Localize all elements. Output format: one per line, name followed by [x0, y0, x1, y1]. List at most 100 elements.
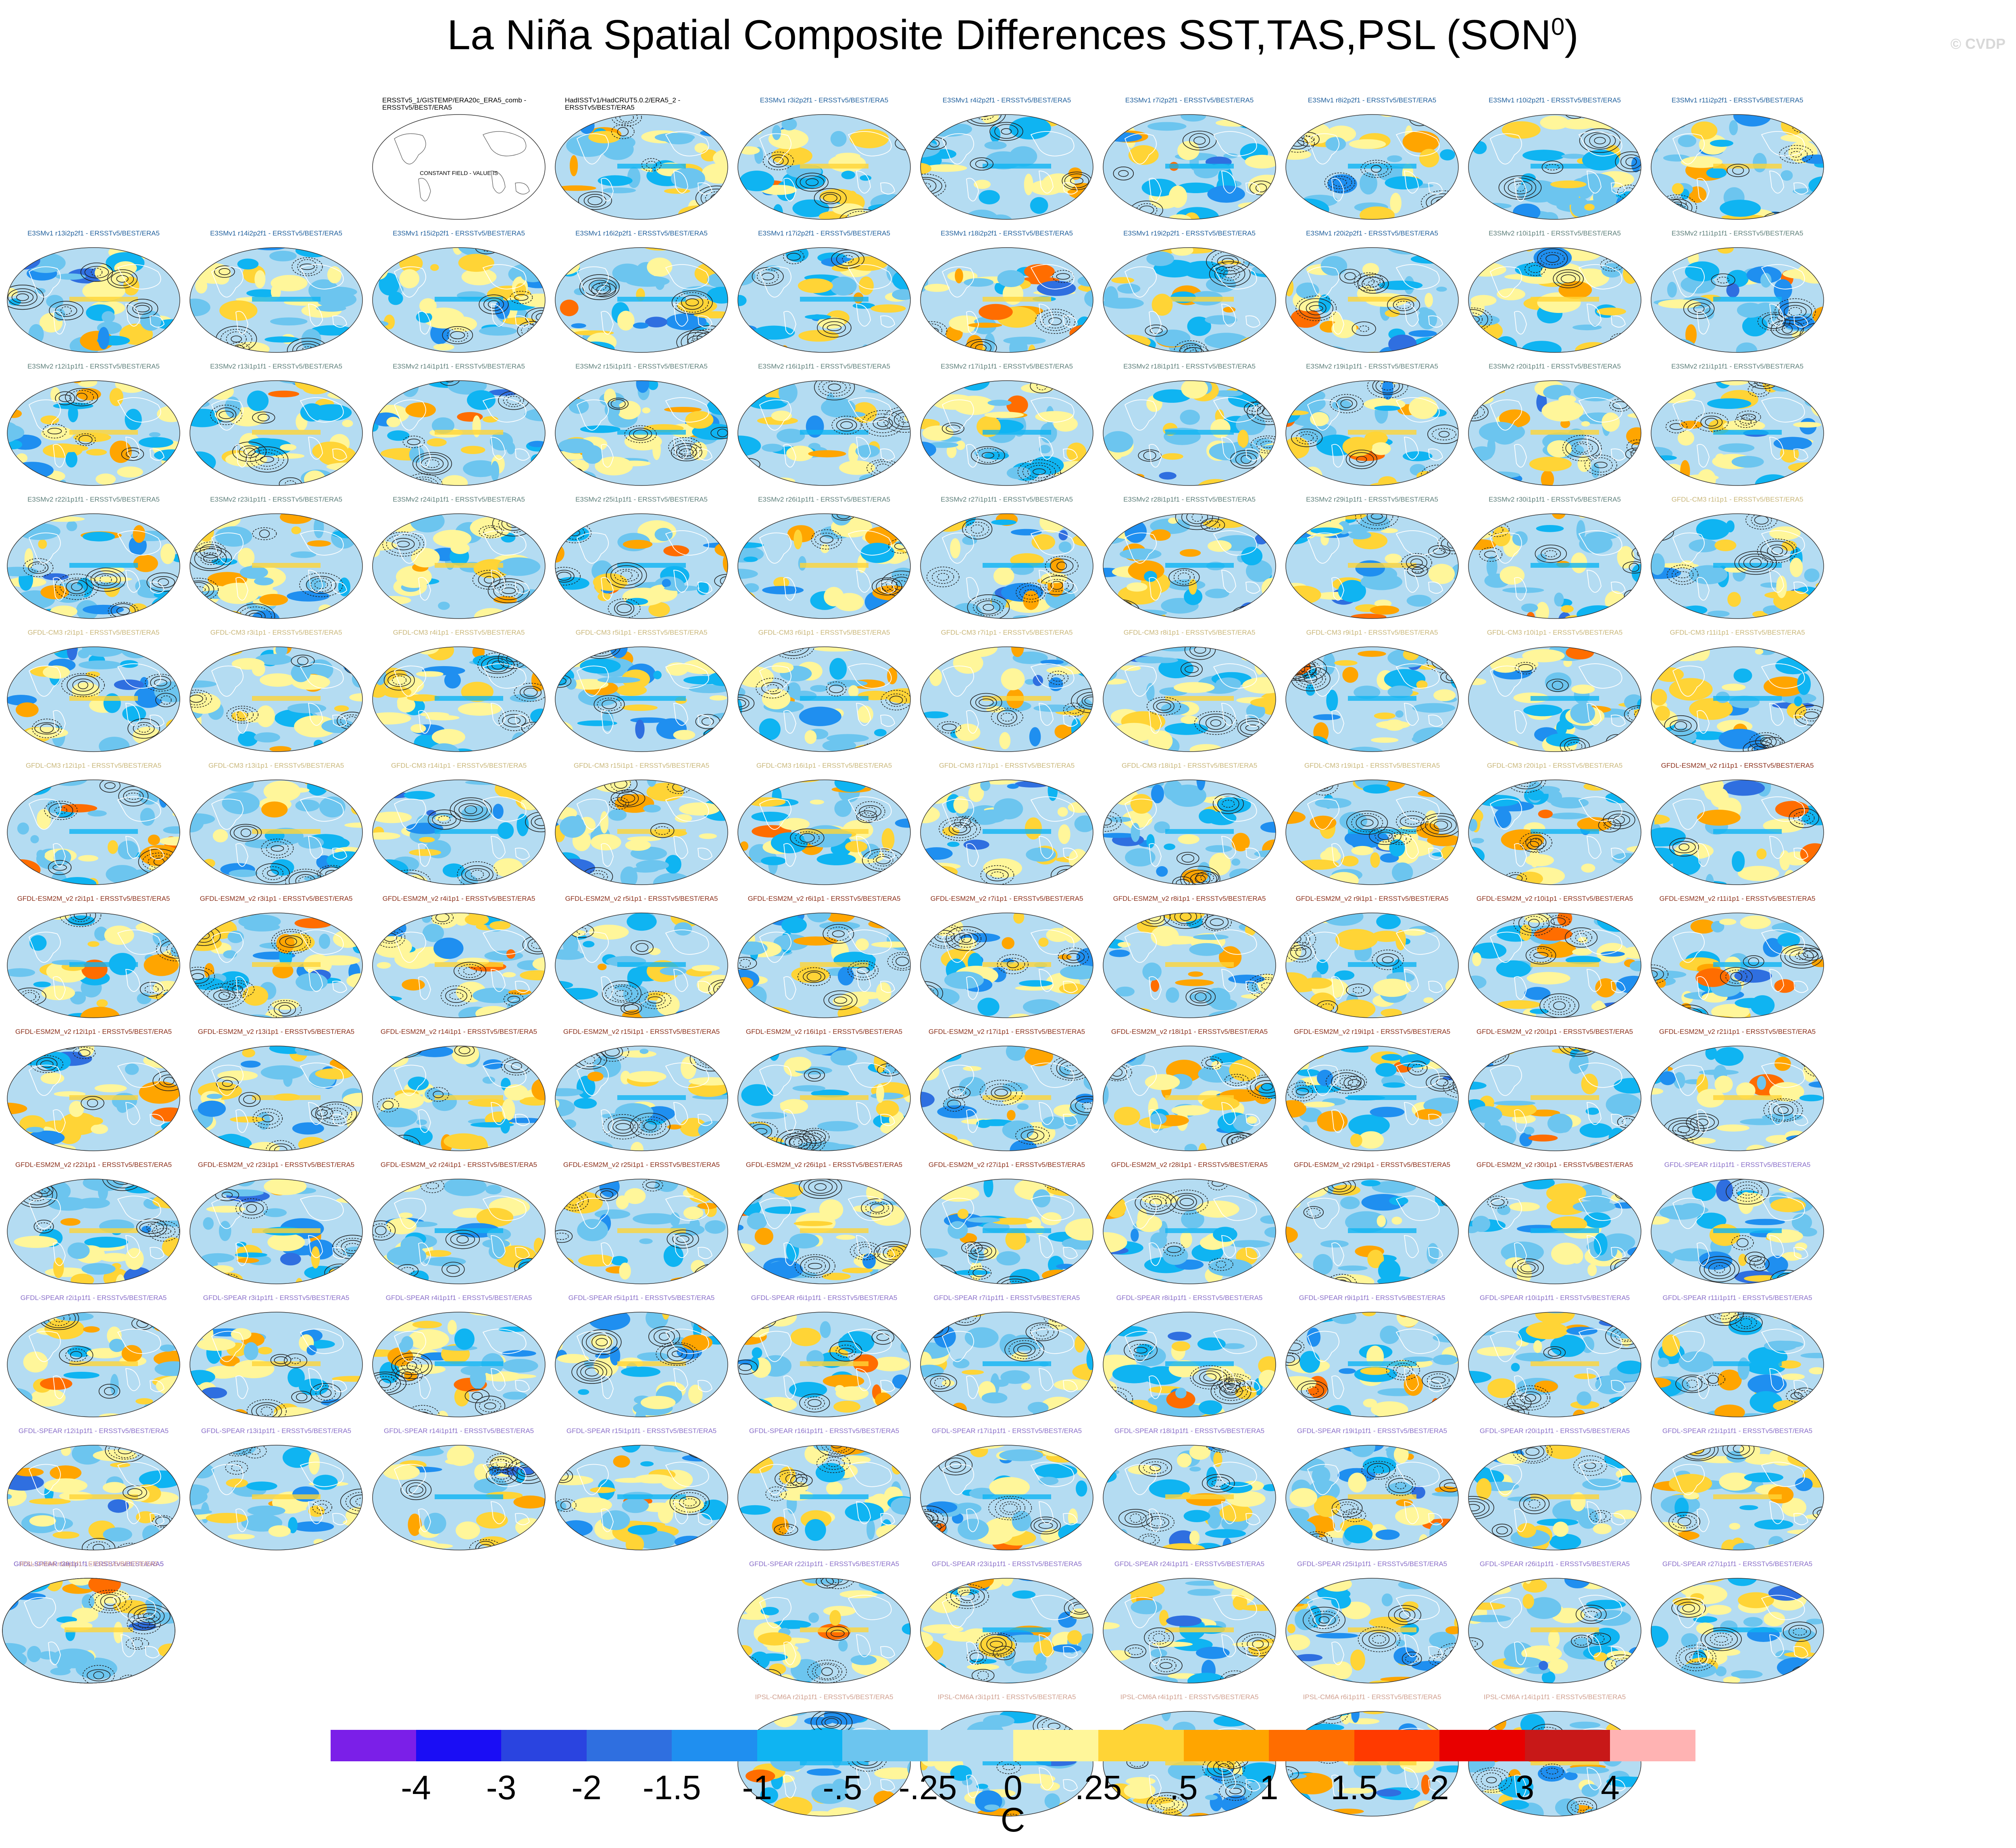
anomaly-patch	[254, 270, 266, 288]
anomaly-patch	[1262, 115, 1276, 130]
psl-contour	[883, 1065, 896, 1075]
anomaly-patch	[510, 694, 537, 702]
map-panel: GFDL-ESM2M_v2 r12i1p1 - ERSSTv5/BEST/ERA…	[5, 1028, 182, 1157]
psl-contour	[1470, 1046, 1510, 1067]
map-border	[190, 247, 363, 353]
anomaly-patch	[167, 381, 180, 399]
psl-contour	[8, 605, 31, 619]
anomaly-patch	[1015, 781, 1050, 788]
equatorial-anomaly	[617, 829, 686, 834]
psl-contour	[33, 1219, 54, 1233]
anomaly-patch	[1011, 647, 1024, 657]
anomaly-patch	[635, 719, 645, 739]
psl-contour	[190, 546, 232, 571]
psl-contour	[1760, 737, 1772, 746]
psl-contour	[1339, 269, 1361, 284]
anomaly-patch	[804, 730, 817, 744]
anomaly-patch	[1786, 514, 1812, 521]
anomaly-patch	[1108, 817, 1132, 822]
psl-contour	[697, 1266, 728, 1284]
psl-contour	[1354, 272, 1384, 292]
psl-contour	[923, 352, 933, 356]
map-border	[737, 247, 911, 353]
anomaly-patch	[1651, 1066, 1673, 1072]
psl-contour	[1255, 183, 1267, 192]
psl-contour	[648, 996, 662, 1004]
panel-title: HadISSTv1/HadCRUT5.0.2/ERA5_2 - ERSSTv5/…	[565, 97, 681, 111]
anomaly-patch	[1529, 456, 1572, 472]
anomaly-patch	[38, 539, 47, 549]
anomaly-patch	[1105, 1046, 1138, 1064]
anomaly-patch	[698, 1121, 728, 1140]
anomaly-patch	[1079, 794, 1091, 802]
psl-contour	[1533, 952, 1549, 959]
panel-title: E3SMv2 r19i1p1f1 - ERSSTv5/BEST/ERA5	[1306, 363, 1438, 370]
map-panel: GFDL-CM3 r2i1p1 - ERSSTv5/BEST/ERA5	[5, 629, 182, 758]
psl-contour	[896, 956, 909, 966]
psl-contour	[1356, 456, 1367, 463]
psl-contour	[1730, 972, 1743, 981]
psl-contour	[1261, 1083, 1273, 1091]
psl-contour	[1063, 702, 1085, 717]
equatorial-anomaly	[1348, 962, 1416, 967]
anomaly-patch	[1111, 350, 1122, 352]
anomaly-patch	[1103, 1006, 1140, 1012]
anomaly-patch	[153, 1175, 182, 1179]
global-map	[1468, 380, 1641, 486]
psl-contour	[828, 994, 853, 1007]
psl-contour	[503, 394, 524, 407]
anomaly-patch	[41, 1052, 71, 1071]
psl-contour	[676, 445, 697, 459]
anomaly-patch	[1240, 337, 1269, 351]
anomaly-patch	[956, 441, 965, 450]
anomaly-patch	[260, 1065, 304, 1080]
anomaly-patch	[1370, 1106, 1405, 1117]
panel-title: GFDL-CM3 r4i1p1 - ERSSTv5/BEST/ERA5	[393, 629, 525, 636]
anomaly-patch	[1210, 419, 1231, 438]
anomaly-patch	[139, 1081, 180, 1104]
global-map	[1285, 247, 1459, 353]
anomaly-patch	[743, 483, 755, 485]
psl-contour	[239, 1202, 264, 1215]
anomaly-patch	[1557, 913, 1572, 926]
anomaly-patch	[792, 199, 829, 217]
psl-contour	[1201, 1056, 1223, 1069]
anomaly-patch	[1671, 736, 1681, 752]
anomaly-patch	[762, 586, 804, 594]
psl-contour	[375, 1225, 387, 1235]
global-map	[190, 1046, 363, 1151]
anomaly-patch	[1814, 602, 1823, 618]
anomaly-patch	[327, 390, 362, 400]
anomaly-patch	[777, 429, 805, 443]
psl-contour	[345, 780, 362, 790]
anomaly-patch	[555, 858, 596, 877]
anomaly-patch	[1350, 613, 1387, 619]
psl-contour	[222, 1277, 236, 1284]
psl-contour	[510, 291, 533, 304]
map-panel: GFDL-ESM2M_v2 r16i1p1 - ERSSTv5/BEST/ERA…	[735, 1028, 913, 1157]
anomaly-patch	[1651, 1088, 1664, 1095]
psl-contour	[116, 1179, 129, 1182]
anomaly-patch	[463, 460, 498, 477]
global-map	[372, 380, 546, 486]
anomaly-patch	[560, 300, 579, 317]
psl-contour	[1436, 1078, 1449, 1087]
map-panel: E3SMv1 r7i2p2f1 - ERSSTv5/BEST/ERA5	[1101, 97, 1278, 226]
anomaly-patch	[1700, 780, 1724, 794]
psl-contour	[806, 178, 819, 186]
global-map	[1103, 380, 1276, 486]
anomaly-patch	[1810, 514, 1824, 519]
anomaly-patch	[1783, 607, 1814, 619]
map-border	[1468, 779, 1641, 885]
psl-contour	[840, 421, 853, 429]
map-border	[7, 779, 180, 885]
psl-contour	[243, 448, 256, 456]
anomaly-patch	[1120, 381, 1163, 383]
map-border	[7, 1179, 180, 1284]
psl-contour	[1297, 913, 1320, 922]
psl-contour	[239, 606, 272, 619]
psl-contour	[492, 660, 504, 670]
anomaly-patch	[408, 1076, 429, 1091]
psl-contour	[707, 1271, 721, 1281]
anomaly-patch	[1600, 951, 1625, 957]
